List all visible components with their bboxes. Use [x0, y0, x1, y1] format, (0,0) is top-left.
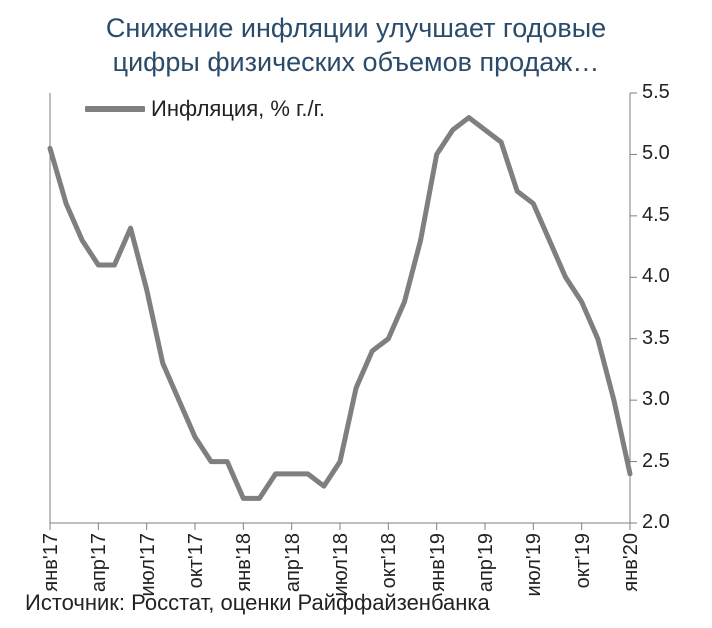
source-text: Источник: Росстат, оценки Райффайзенбанк…: [25, 590, 490, 616]
y-tick-label: 3.5: [642, 327, 670, 350]
x-tick-label: янв'18: [233, 533, 256, 592]
y-tick-label: 4.5: [642, 204, 670, 227]
y-tick-label: 4.0: [642, 265, 670, 288]
y-tick-label: 3.0: [642, 388, 670, 411]
plot-area: [50, 93, 630, 523]
line-chart-svg: [50, 93, 630, 523]
x-tick-label: апр'18: [282, 533, 305, 592]
x-tick-label: окт'17: [185, 533, 208, 588]
x-tick-label: июл'17: [137, 533, 160, 596]
y-tick-label: 5.0: [642, 142, 670, 165]
x-tick-label: окт'19: [572, 533, 595, 588]
x-tick-label: апр'17: [88, 533, 111, 592]
x-tick-label: янв'20: [620, 533, 643, 592]
chart-title: Снижение инфляции улучшает годовые цифры…: [0, 12, 712, 80]
chart-container: Снижение инфляции улучшает годовые цифры…: [0, 0, 712, 628]
title-line-1: Снижение инфляции улучшает годовые: [106, 13, 606, 43]
title-line-2: цифры физических объемов продаж…: [113, 47, 600, 77]
x-tick-label: апр'19: [475, 533, 498, 592]
y-tick-label: 2.0: [642, 511, 670, 534]
inflation-line: [50, 118, 630, 499]
x-tick-label: окт'18: [378, 533, 401, 588]
x-tick-label: янв'19: [427, 533, 450, 592]
y-tick-label: 5.5: [642, 81, 670, 104]
y-tick-label: 2.5: [642, 450, 670, 473]
x-tick-label: июл'18: [330, 533, 353, 596]
x-tick-label: янв'17: [40, 533, 63, 592]
x-tick-label: июл'19: [523, 533, 546, 596]
